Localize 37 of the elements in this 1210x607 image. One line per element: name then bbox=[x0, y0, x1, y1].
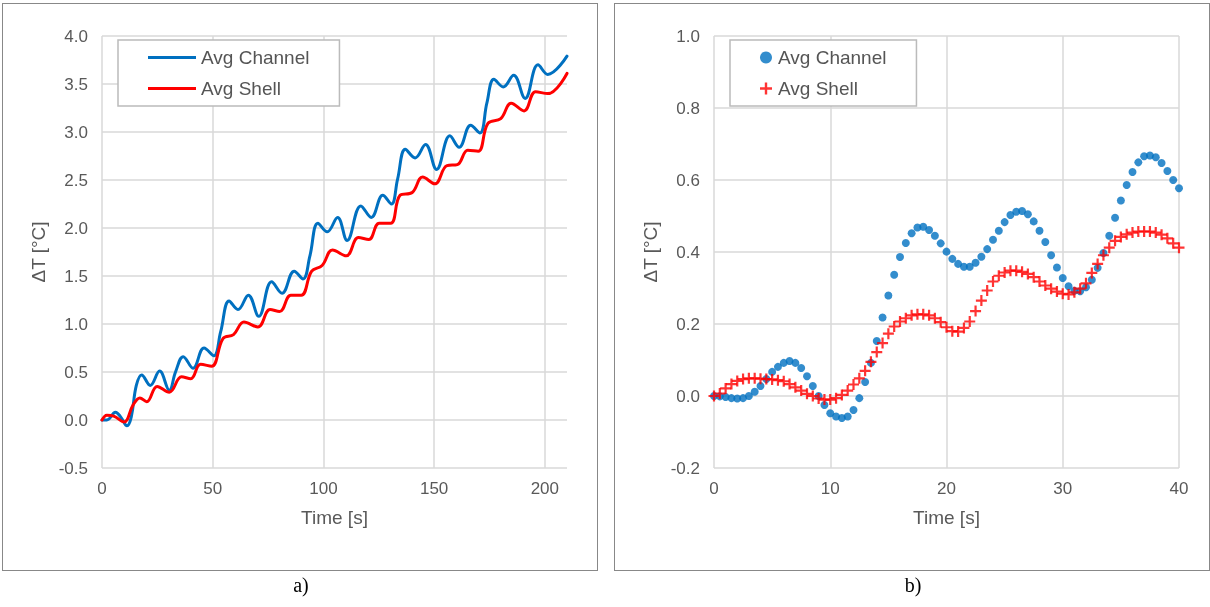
x-tick-label: 30 bbox=[1053, 479, 1073, 498]
x-tick-label: 40 bbox=[1169, 479, 1189, 498]
y-tick-label: 0.0 bbox=[64, 410, 88, 430]
x-axis-title: Time [s] bbox=[301, 507, 368, 528]
x-tick-label: 200 bbox=[530, 479, 560, 498]
y-tick-label: -0.5 bbox=[58, 458, 88, 478]
x-tick-label: 10 bbox=[820, 479, 840, 498]
y-axis-title: ΔT [°C] bbox=[639, 221, 661, 283]
legend-label: Avg Shell bbox=[778, 78, 858, 99]
text: b) bbox=[903, 574, 923, 597]
y-tick-label: 0.6 bbox=[676, 170, 700, 190]
y-tick-label: 0.2 bbox=[676, 314, 700, 334]
y-tick-label: 0.0 bbox=[676, 386, 700, 406]
y-axis-title: ΔT [°C] bbox=[27, 221, 49, 283]
y-tick-label: -0.2 bbox=[670, 458, 700, 478]
y-tick-label: 3.5 bbox=[64, 74, 88, 94]
y-tick-label: 4.0 bbox=[64, 26, 88, 46]
y-tick-label: 2.5 bbox=[64, 170, 88, 190]
x-tick-label: 0 bbox=[97, 479, 107, 498]
y-tick-label: 1.0 bbox=[64, 314, 88, 334]
y-tick-label: 3.0 bbox=[64, 122, 88, 142]
y-tick-label: 0.8 bbox=[676, 98, 700, 118]
x-tick-label: 0 bbox=[709, 479, 719, 498]
legend-label: Avg Channel bbox=[778, 47, 887, 68]
y-tick-label: 1.0 bbox=[676, 26, 700, 46]
legend-label: Avg Shell bbox=[201, 78, 281, 99]
y-tick-label: 0.5 bbox=[64, 362, 88, 382]
legend-label: Avg Channel bbox=[201, 47, 310, 68]
y-tick-label: 2.0 bbox=[64, 218, 88, 238]
x-tick-label: 50 bbox=[203, 479, 223, 498]
text: a) bbox=[292, 574, 310, 597]
x-tick-label: 150 bbox=[419, 479, 449, 498]
x-axis-title: Time [s] bbox=[913, 507, 980, 528]
y-tick-label: 0.4 bbox=[676, 242, 700, 262]
x-tick-label: 100 bbox=[309, 479, 338, 498]
y-tick-label: 1.5 bbox=[64, 266, 88, 286]
x-tick-label: 20 bbox=[937, 479, 956, 498]
